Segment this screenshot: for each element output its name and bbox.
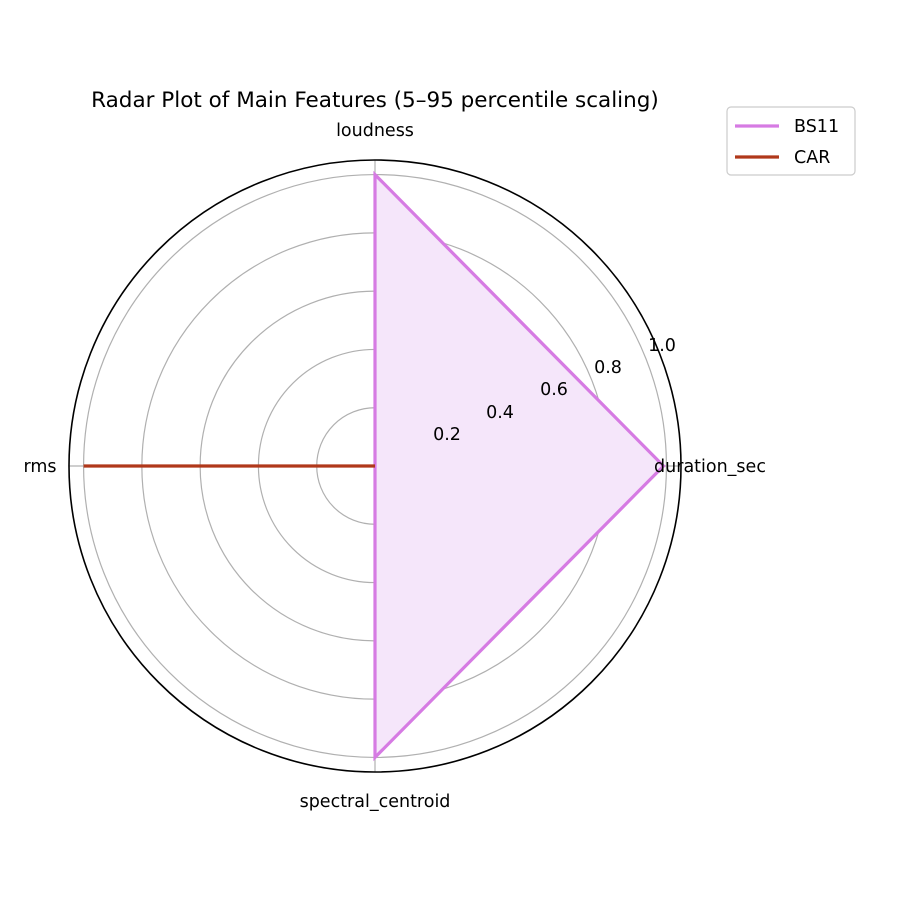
legend-label-car: CAR bbox=[794, 148, 830, 168]
radial-tick-label: 0.2 bbox=[433, 425, 461, 445]
axis-labels: duration_sec loudness rms spectral_centroid bbox=[23, 121, 765, 812]
radial-tick-label: 0.4 bbox=[486, 403, 514, 423]
series-fill-bs11 bbox=[375, 174, 664, 758]
legend-label-bs11: BS11 bbox=[794, 117, 839, 137]
radial-tick-labels: 0.2 0.4 0.6 0.8 1.0 bbox=[433, 336, 676, 445]
series-layer bbox=[83, 170, 666, 762]
axis-label-loudness: loudness bbox=[336, 121, 414, 141]
axis-label-rms: rms bbox=[23, 457, 56, 477]
radial-tick-label: 1.0 bbox=[648, 336, 676, 356]
radial-tick-label: 0.6 bbox=[540, 380, 568, 400]
axis-label-duration-sec: duration_sec bbox=[654, 457, 766, 477]
radial-tick-label: 0.8 bbox=[594, 358, 622, 378]
axis-label-spectral-centroid: spectral_centroid bbox=[300, 792, 451, 812]
outer-spine bbox=[68, 159, 682, 773]
chart-title: Radar Plot of Main Features (5–95 percen… bbox=[91, 88, 659, 113]
legend: BS11 CAR bbox=[726, 106, 856, 176]
